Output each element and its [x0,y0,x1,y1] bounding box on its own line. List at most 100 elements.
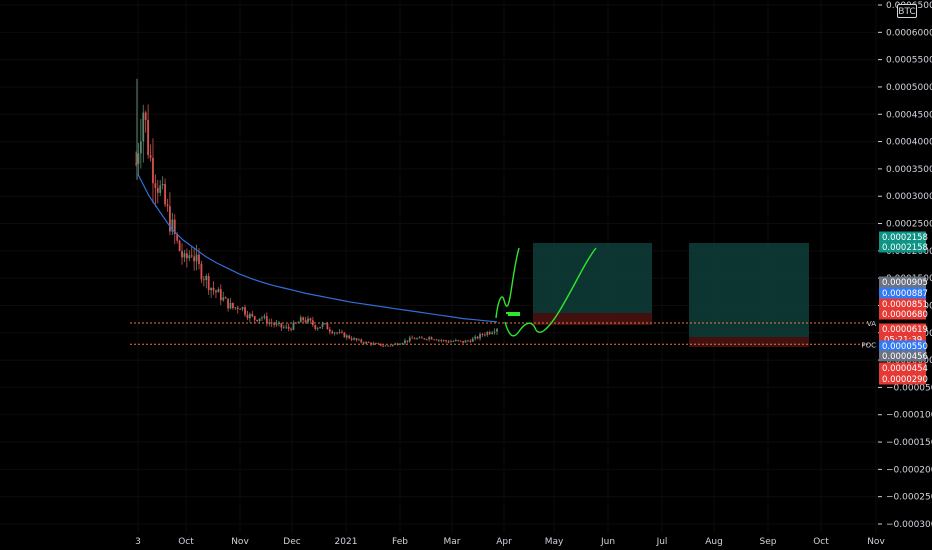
candle-body [435,339,438,341]
y-tick-label: 0.0003000 [886,192,932,202]
candle-body [278,323,280,325]
x-tick-label: 2021 [335,537,358,547]
price-tags: 0.00021580.00021580.00009050.00008870.00… [879,231,928,385]
candle-body [447,341,450,343]
candle-body [445,340,448,342]
risk-reward-zones[interactable] [533,243,809,347]
candle-body [302,317,305,321]
candle-body [280,323,283,328]
candle-body [493,331,496,333]
candle-body [188,255,191,259]
candle-body [195,254,198,262]
candle-body [219,289,222,301]
price-tag-label: 0.0000905 [882,278,928,288]
candle-body [341,331,343,333]
candle-body [394,343,397,345]
candle-body [152,157,154,184]
candle-body [169,206,171,232]
candle-body [416,338,418,340]
candle-body [292,322,295,330]
candle-body [343,332,346,338]
candle-body [476,336,479,339]
time-axis[interactable]: 3 Oct Nov Dec 2021 Feb Mar Apr May Jun Jul Aug Sep Oc… [135,537,885,547]
candle-body [389,345,392,347]
symbol-badge[interactable]: BTC [897,4,917,18]
candle-body [353,338,355,340]
candle-body [387,345,389,347]
price-tag-box [879,373,926,385]
x-tick-label: Jun [600,537,615,547]
candle-body [282,327,285,329]
x-tick-label: Oct [178,537,194,547]
candle-body [290,328,292,330]
candle-body [171,219,174,232]
countdown-box [879,334,926,345]
candle-body [336,332,338,334]
candle-body [331,331,334,334]
candle-body [135,163,137,165]
projection-marker[interactable] [506,312,520,316]
y-tick-label: 0.0004500 [886,110,932,120]
candle-body [256,319,259,322]
candle-body [442,340,445,341]
x-tick-label: 3 [135,537,141,547]
candle-body [309,318,312,321]
candle-body [285,326,288,328]
stop-zone-1[interactable] [533,313,652,325]
price-tag-box [879,298,926,310]
x-tick-label: Apr [496,537,512,547]
candle-body [355,338,358,341]
candle-body [205,276,208,280]
candle-body [215,290,217,293]
target-zone-1[interactable] [533,243,652,313]
candle-body [244,307,246,315]
candle-body [321,323,324,327]
horizontal-levels[interactable]: VA POC [130,320,876,349]
trendline-drawings[interactable] [495,247,597,337]
candle-body [433,339,435,341]
candle-body [462,340,464,343]
x-tick-label: Sep [760,537,777,547]
candle-body [338,331,341,333]
candle-body [411,337,414,339]
candle-body [404,340,406,344]
candle-body [370,342,372,345]
y-tick-label: −0.0001500 [886,438,932,448]
candle-body [159,185,162,193]
candle-body [144,112,147,121]
price-tag-label: 0.0002158 [882,233,928,243]
y-tick-label: −0.0001000 [886,411,932,421]
x-tick-label: Jul [656,537,668,547]
candle-body [268,322,271,324]
candle-body [251,313,254,317]
candle-body [401,343,404,345]
candle-body [374,343,377,344]
candle-body [210,287,213,291]
candle-body [149,155,152,158]
candle-body [481,334,484,335]
stop-zone-2[interactable] [689,337,809,347]
projection-curve-2[interactable] [504,247,597,337]
price-tag-box [879,308,926,320]
candle-body [384,345,387,347]
x-tick-label: Nov [867,537,885,547]
candle-body [464,340,467,343]
candle-body [253,316,256,320]
candle-body [479,334,481,339]
target-zone-2[interactable] [689,243,809,337]
price-tag-label: 0.0000851 [882,300,928,310]
candle-body [333,332,336,334]
candle-body [328,329,331,332]
candle-body [459,340,462,342]
projection-curve-1[interactable] [495,247,520,319]
candle-body [164,183,166,205]
y-tick-label: 0.0002500 [886,220,932,230]
candle-body [406,340,409,342]
candle-body [239,309,242,310]
price-tag-label: 0.0000887 [882,289,928,299]
price-tag-box [879,340,926,352]
candle-body [275,323,278,325]
candle-body [248,313,251,319]
candle-body [273,323,276,325]
